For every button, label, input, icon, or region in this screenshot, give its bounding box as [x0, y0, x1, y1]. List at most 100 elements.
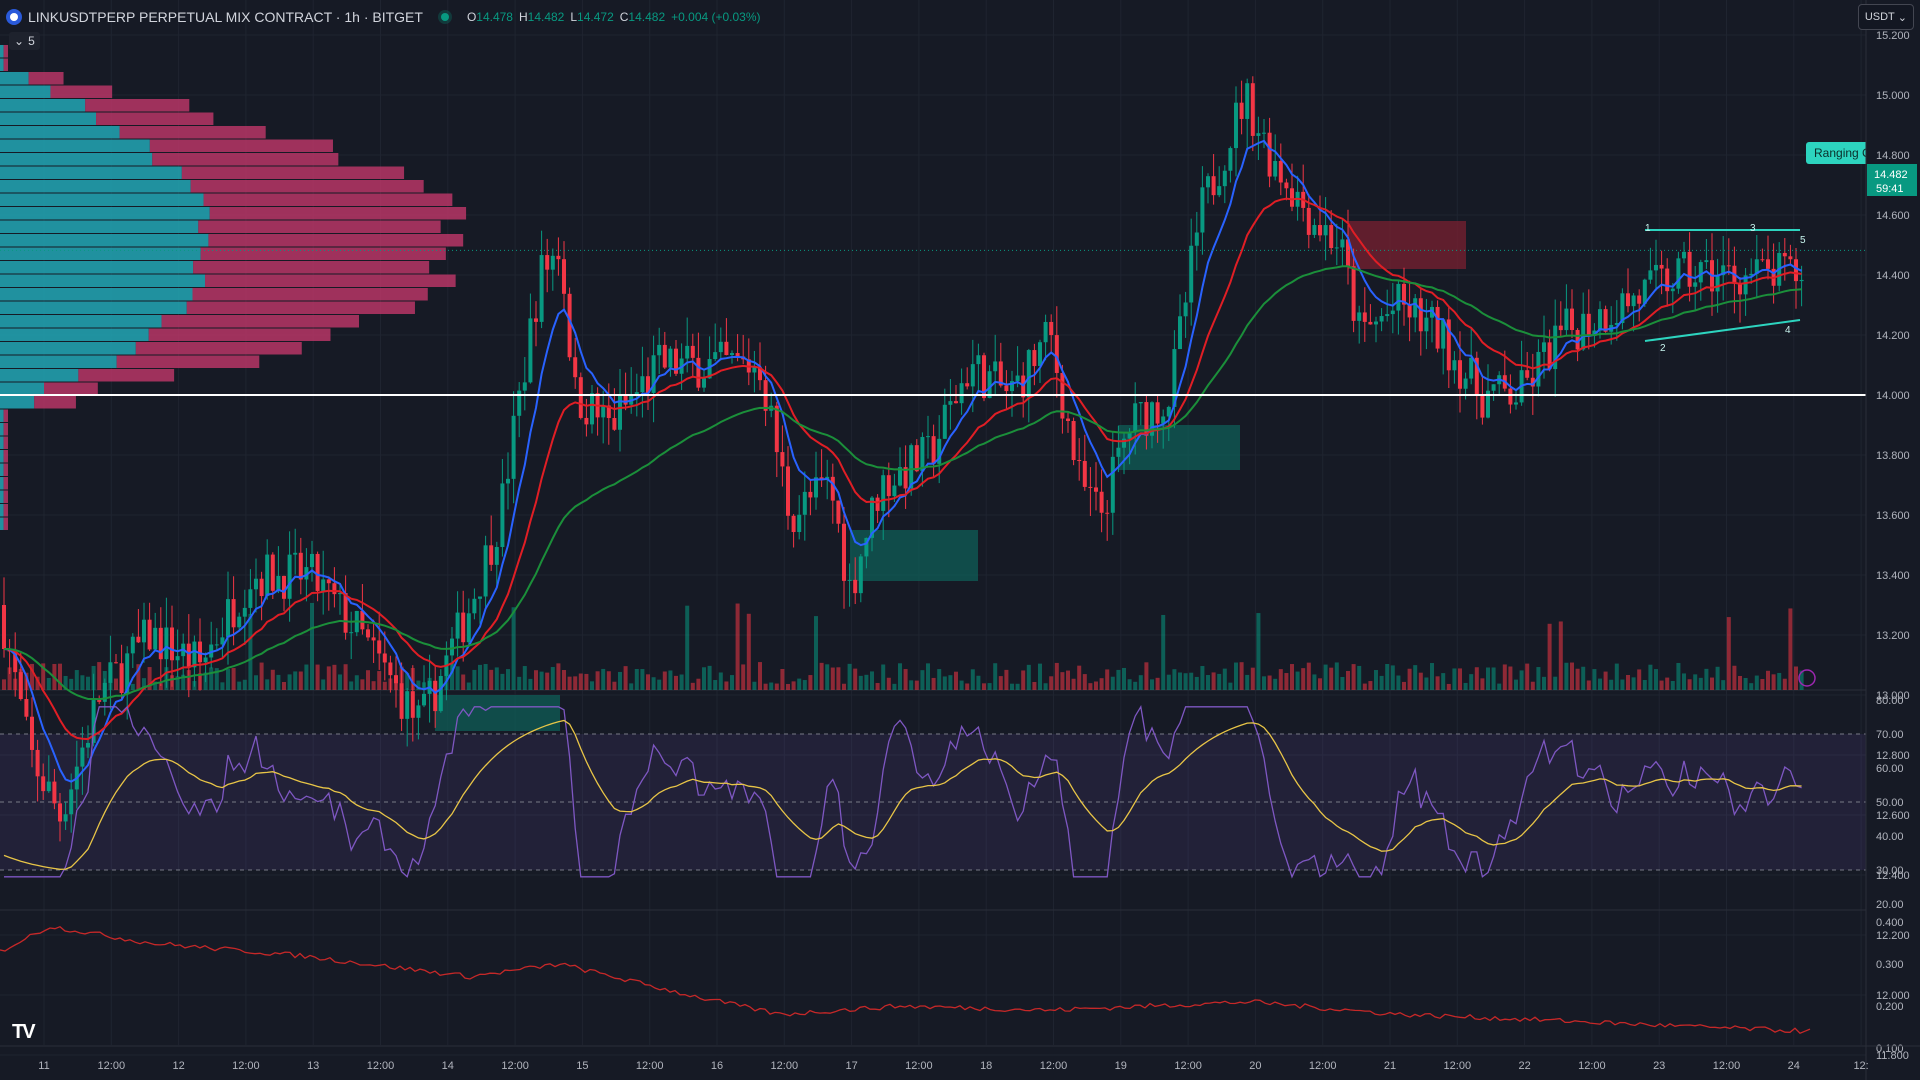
candle-body	[1446, 319, 1451, 371]
volume-bar	[1469, 674, 1474, 690]
pattern-annotation[interactable]: 1 2 3 4 5 Ranging C	[1644, 142, 1871, 687]
candle-body	[1536, 351, 1541, 387]
volume-bar	[590, 681, 594, 690]
candle-body	[836, 500, 841, 524]
candle-body	[1278, 160, 1283, 183]
candle-body	[405, 691, 410, 719]
candle-body	[1620, 293, 1625, 324]
candle-body	[254, 578, 258, 590]
volume-bar	[478, 664, 482, 690]
volume-bar	[836, 667, 841, 690]
volume-bar	[1575, 668, 1580, 690]
profile-row-up	[0, 180, 191, 193]
volume-bar	[769, 682, 774, 690]
volume-bar	[1502, 664, 1507, 690]
price-tick-label: 12.000	[1876, 990, 1910, 1002]
volume-bar	[556, 663, 561, 690]
candle-body	[489, 545, 494, 565]
profile-row-down	[96, 112, 214, 125]
volume-bar	[298, 671, 303, 690]
currency-select-button[interactable]: USDT ⌄	[1857, 4, 1914, 30]
candle-body	[1721, 265, 1726, 276]
candle-body	[1122, 438, 1126, 448]
profile-row-up	[0, 517, 4, 530]
candle-body	[858, 556, 863, 594]
candle-body	[987, 371, 992, 399]
profile-row-down	[3, 58, 8, 71]
candle-body	[1463, 378, 1468, 389]
volume-bar	[1586, 680, 1591, 690]
candle-body	[976, 355, 981, 365]
symbol-title[interactable]: LINKUSDTPERP PERPETUAL MIX CONTRACT · 1h…	[28, 9, 423, 25]
time-tick-label: 12:00	[1040, 1060, 1068, 1072]
horizontal-line-14[interactable]	[0, 249, 1866, 396]
volume-bar	[282, 681, 286, 690]
candle-body	[864, 537, 869, 557]
candle-body	[1743, 275, 1748, 295]
volume-bar	[847, 663, 852, 690]
candle-body	[321, 579, 326, 591]
volume-bar	[1788, 608, 1793, 690]
volume-bar	[1178, 672, 1182, 690]
volume-bar	[758, 662, 762, 690]
exchange-logo-icon	[6, 9, 22, 25]
candle-body	[242, 607, 247, 617]
volume-bar	[1127, 679, 1132, 690]
volume-bar	[1547, 623, 1552, 690]
candle-body	[1189, 245, 1194, 303]
volume-bar	[1659, 680, 1664, 690]
candle-body	[461, 612, 466, 643]
volume-bar	[606, 671, 611, 690]
volume-bar	[1458, 668, 1462, 690]
volume-bar	[1648, 664, 1653, 690]
candle-body	[1284, 182, 1289, 189]
candle-body	[842, 523, 846, 581]
volume-bar	[1558, 621, 1563, 690]
time-tick-label: 20	[1249, 1060, 1261, 1072]
candle-body	[718, 341, 723, 353]
candle-body	[1138, 402, 1143, 404]
volume-bar	[1474, 667, 1479, 690]
ranging-label: Ranging C	[1814, 146, 1871, 160]
candle-body	[58, 803, 62, 822]
volume-bar	[1570, 662, 1574, 690]
candle-body	[1094, 487, 1098, 492]
indicators-toggle-button[interactable]: ⌄ 5	[9, 32, 40, 50]
volume-bar	[259, 662, 264, 690]
candle-body	[326, 579, 331, 584]
volume-bar	[618, 671, 622, 690]
profile-row-up	[0, 207, 210, 220]
candle-body	[282, 575, 286, 599]
volume-bar	[875, 683, 880, 690]
volume-bar	[1715, 666, 1720, 690]
volume-bar	[830, 667, 835, 690]
candle-body	[1642, 279, 1647, 304]
volume-bar	[718, 672, 723, 690]
candle-body	[1071, 421, 1076, 461]
volume-bar	[690, 682, 695, 690]
volume-bar	[1486, 667, 1490, 690]
volume-bar	[651, 677, 656, 690]
candle-body	[517, 390, 522, 416]
volume-bar	[1760, 679, 1765, 690]
candle-body	[114, 662, 118, 664]
profile-row-up	[0, 369, 79, 382]
candle-body	[1687, 251, 1692, 287]
volume-bar	[562, 670, 566, 690]
profile-row-down	[149, 139, 333, 152]
ohlc-values: O14.478 H14.482 L14.472 C14.482 +0.004 (…	[466, 10, 761, 24]
candle-body	[1267, 132, 1272, 177]
candle-body	[1043, 321, 1048, 343]
profile-row-up	[0, 355, 117, 368]
candle-body	[993, 361, 998, 372]
profile-row-down	[200, 247, 446, 260]
candle-body	[1110, 456, 1115, 513]
candle-body	[276, 575, 281, 591]
candle-body	[970, 364, 975, 387]
volume-bar	[1402, 681, 1406, 690]
time-tick-label: 12:00	[636, 1060, 664, 1072]
candle-body	[1788, 256, 1793, 260]
zone-box	[1118, 425, 1240, 470]
rsi-ma-line	[3, 719, 1802, 870]
